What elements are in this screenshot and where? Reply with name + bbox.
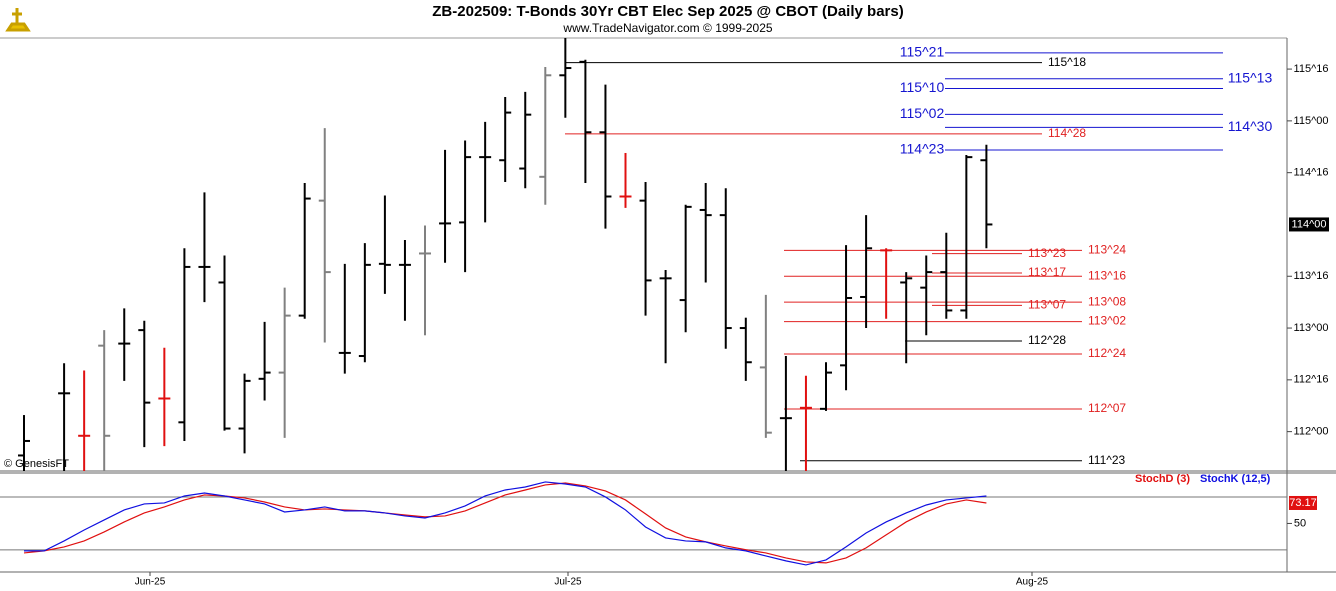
stoch-line [24, 481, 987, 566]
level-label: 115^13 [1228, 69, 1273, 85]
legend-entry: StochD (3) [1135, 473, 1190, 485]
watermark: © GenesisFT [4, 458, 69, 470]
y-tick-label: 113^16 [1294, 270, 1329, 282]
x-tick-label: Jul-25 [554, 577, 582, 588]
last-value-label: 73.17 [1289, 497, 1317, 509]
chart-subtitle: www.TradeNavigator.com © 1999-2025 [562, 21, 772, 35]
y-tick-label: 112^16 [1294, 374, 1329, 386]
level-label: 114^28 [1048, 126, 1086, 140]
level-label: 113^23 [1028, 246, 1066, 260]
level-label: 113^17 [1028, 265, 1066, 279]
last-price-box [1289, 217, 1329, 232]
y-tick-label: 115^16 [1294, 63, 1329, 75]
level-label: 112^24 [1088, 346, 1126, 360]
level-label: 113^08 [1088, 294, 1126, 308]
last-value-box [1289, 495, 1317, 510]
level-label: 114^23 [900, 141, 945, 157]
level-label: 113^16 [1088, 268, 1126, 282]
level-label: 115^21 [900, 44, 945, 60]
chart-title: ZB-202509: T-Bonds 30Yr CBT Elec Sep 202… [432, 3, 903, 20]
x-tick-label: Jun-25 [135, 577, 166, 588]
level-label: 113^02 [1088, 314, 1126, 328]
level-label: 113^24 [1088, 243, 1126, 257]
level-label: 113^07 [1028, 298, 1066, 312]
level-label: 112^28 [1028, 333, 1066, 347]
level-label: 115^18 [1048, 55, 1086, 69]
level-label: 112^07 [1088, 401, 1126, 415]
level-label: 115^10 [900, 79, 945, 95]
last-price-label: 114^00 [1292, 218, 1327, 230]
y-tick-label: 114^16 [1294, 167, 1329, 179]
level-label: 111^23 [1088, 453, 1126, 467]
x-tick-label: Aug-25 [1016, 577, 1049, 588]
level-label: 115^02 [900, 105, 945, 121]
stoch-line [23, 482, 987, 564]
y-tick-label: 50 [1294, 517, 1306, 529]
y-tick-label: 115^00 [1294, 115, 1329, 127]
y-tick-label: 113^00 [1294, 322, 1329, 334]
logo [5, 8, 31, 32]
y-tick-label: 112^00 [1294, 426, 1329, 438]
legend-entry: StochK (12,5) [1200, 473, 1271, 485]
level-label: 114^30 [1228, 118, 1273, 134]
